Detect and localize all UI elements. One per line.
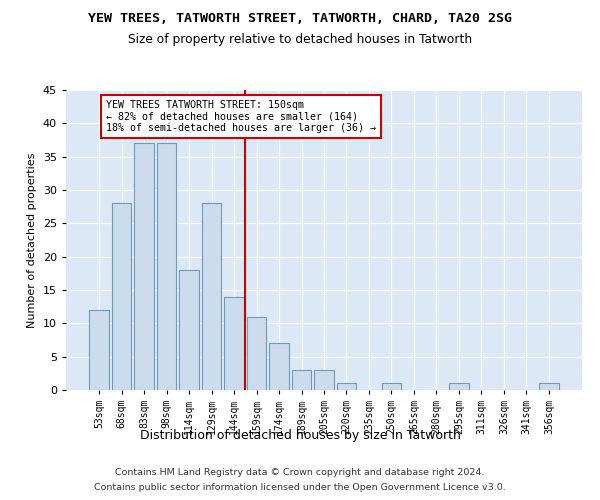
Text: Distribution of detached houses by size in Tatworth: Distribution of detached houses by size … xyxy=(140,428,460,442)
Bar xyxy=(179,270,199,390)
Bar xyxy=(314,370,334,390)
Bar xyxy=(89,310,109,390)
Text: Size of property relative to detached houses in Tatworth: Size of property relative to detached ho… xyxy=(128,32,472,46)
Bar xyxy=(449,384,469,390)
Bar xyxy=(202,204,221,390)
Y-axis label: Number of detached properties: Number of detached properties xyxy=(27,152,37,328)
Bar xyxy=(224,296,244,390)
Bar xyxy=(382,384,401,390)
Bar xyxy=(247,316,266,390)
Bar xyxy=(112,204,131,390)
Bar xyxy=(292,370,311,390)
Bar xyxy=(539,384,559,390)
Text: Contains HM Land Registry data © Crown copyright and database right 2024.: Contains HM Land Registry data © Crown c… xyxy=(115,468,485,477)
Bar xyxy=(269,344,289,390)
Text: Contains public sector information licensed under the Open Government Licence v3: Contains public sector information licen… xyxy=(94,483,506,492)
Text: YEW TREES, TATWORTH STREET, TATWORTH, CHARD, TA20 2SG: YEW TREES, TATWORTH STREET, TATWORTH, CH… xyxy=(88,12,512,26)
Text: YEW TREES TATWORTH STREET: 150sqm
← 82% of detached houses are smaller (164)
18%: YEW TREES TATWORTH STREET: 150sqm ← 82% … xyxy=(106,100,376,133)
Bar xyxy=(157,144,176,390)
Bar xyxy=(134,144,154,390)
Bar xyxy=(337,384,356,390)
